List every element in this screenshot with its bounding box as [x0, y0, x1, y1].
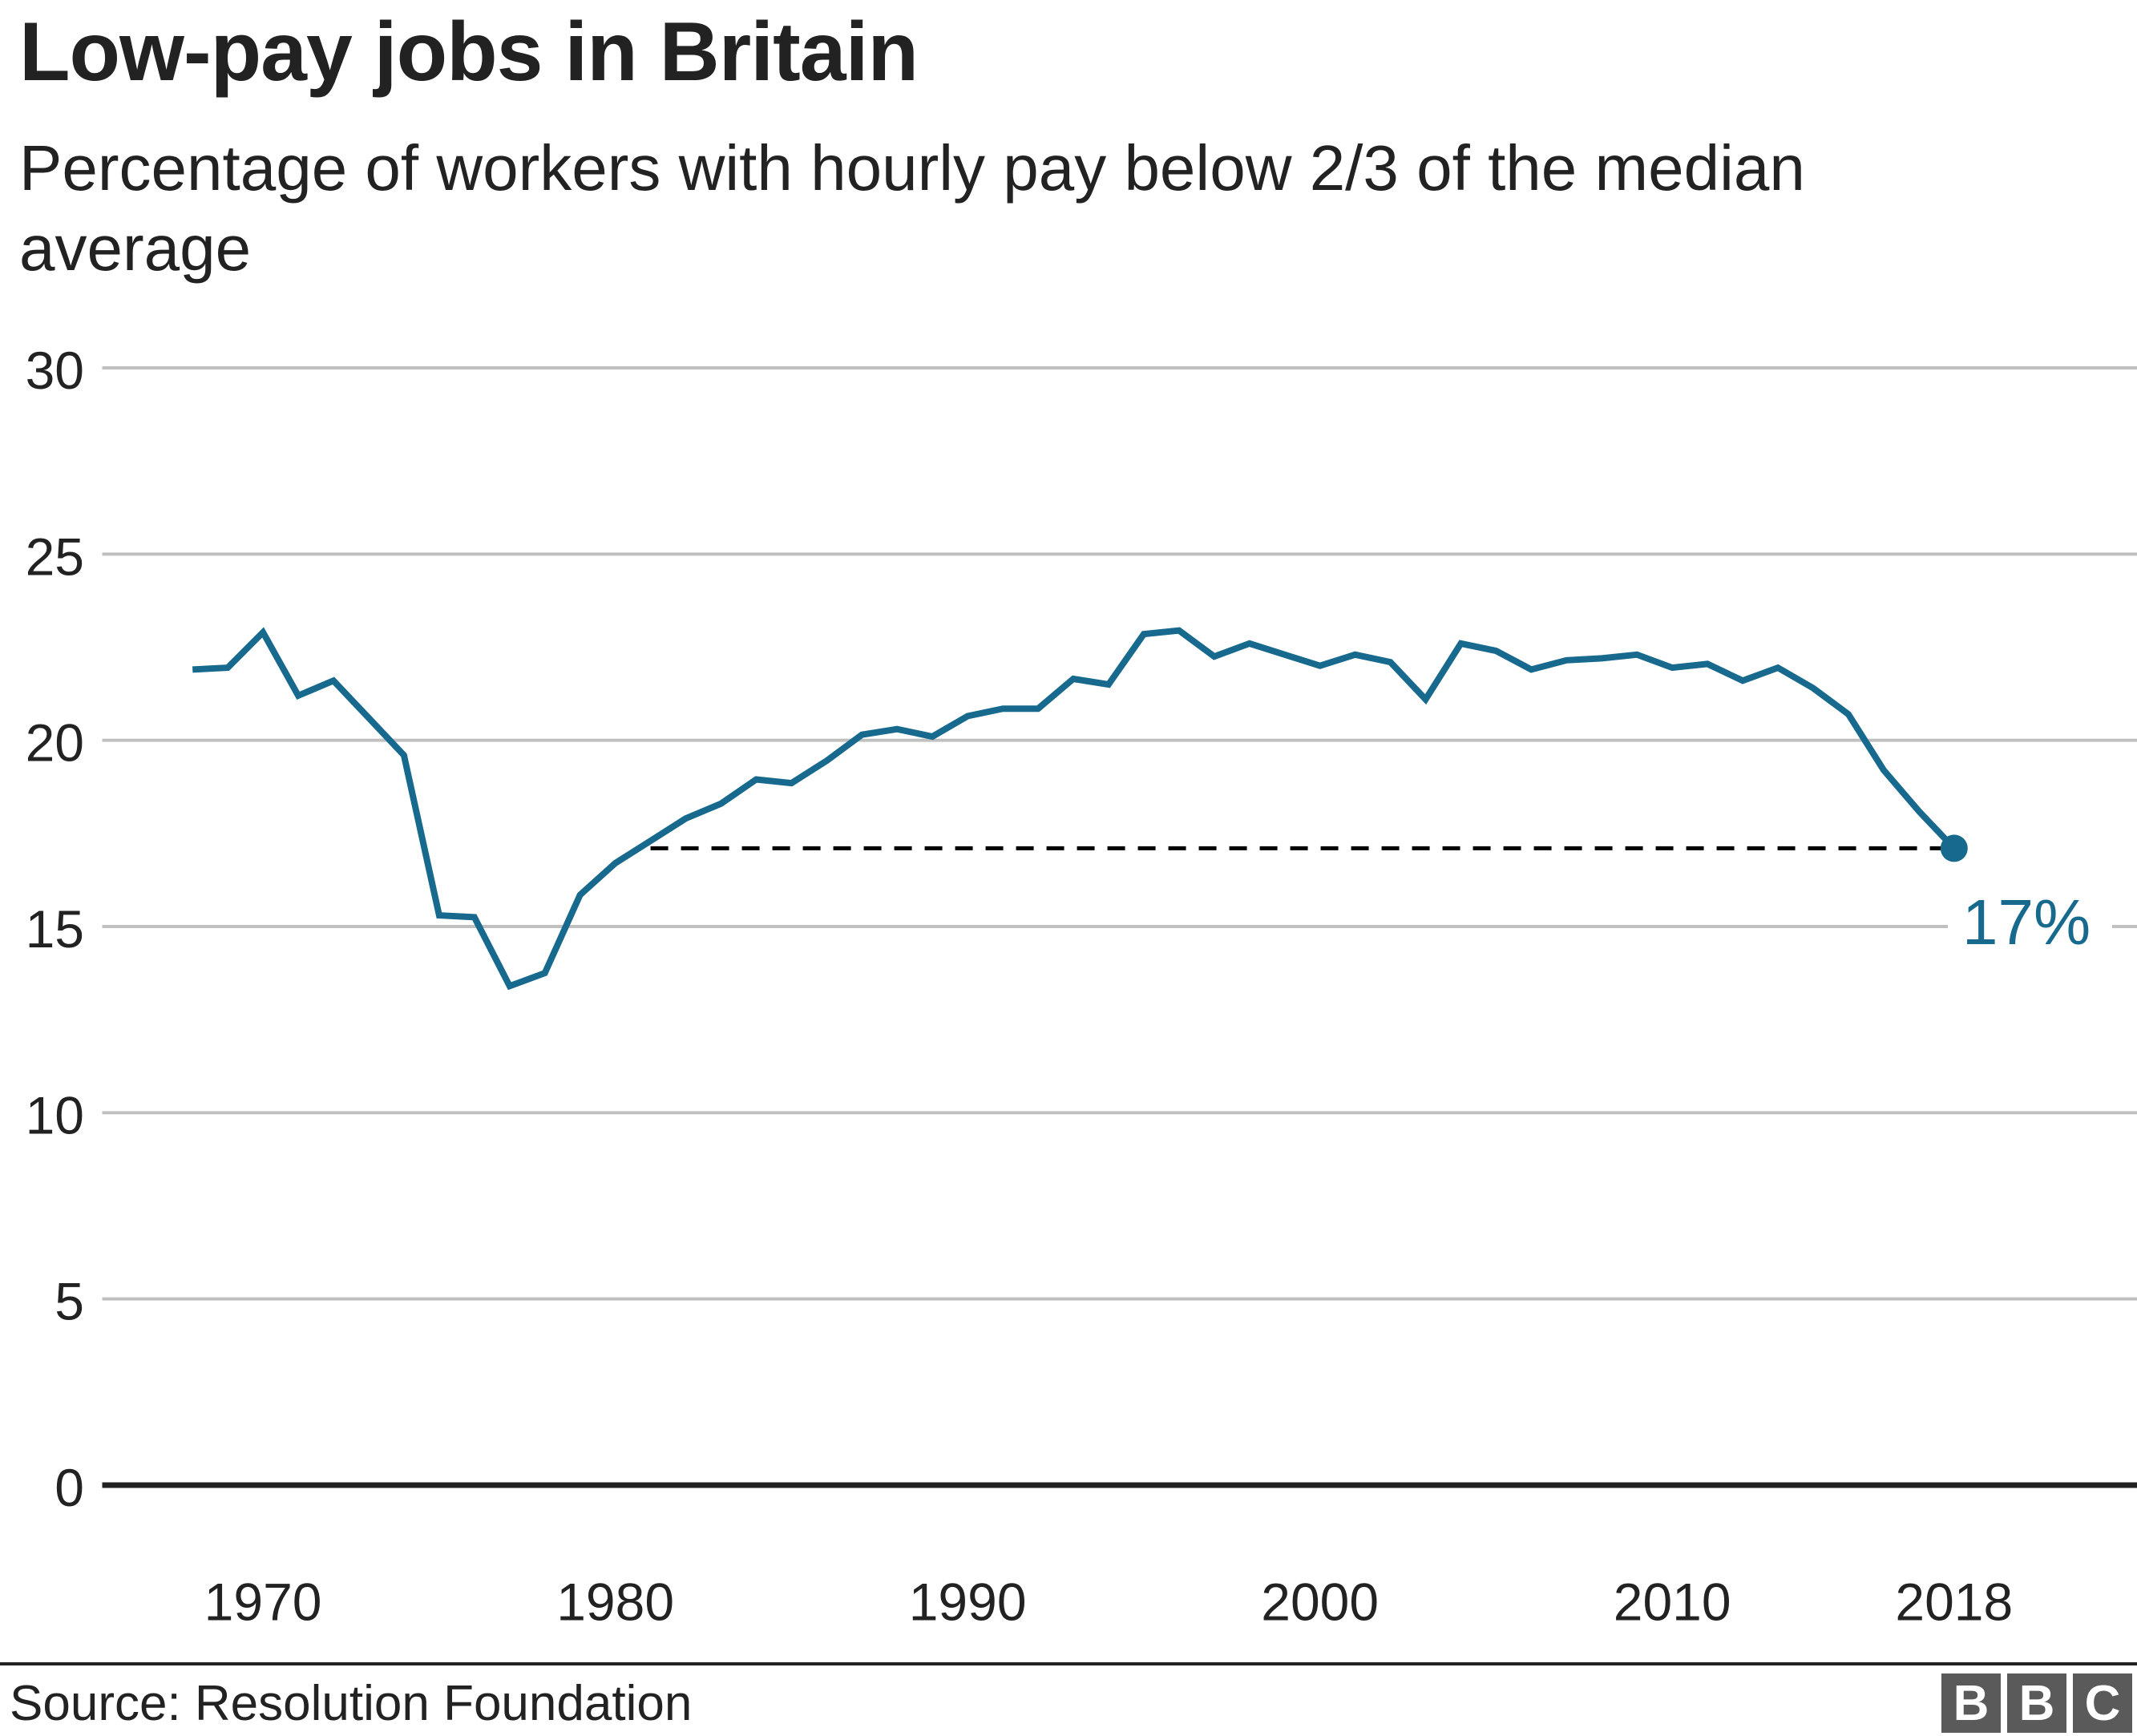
y-axis-ticks: 0 5 10 15 20 25 30 — [26, 341, 84, 1517]
bbc-logo-letter: C — [2073, 1673, 2132, 1733]
x-axis-ticks: 1970 1980 1990 2000 2010 2018 — [204, 1572, 2014, 1631]
y-tick-label: 0 — [55, 1458, 84, 1517]
x-tick-label: 2010 — [1614, 1572, 1731, 1631]
bbc-logo-letter: B — [1941, 1673, 2001, 1733]
gridlines — [102, 366, 2137, 1488]
y-tick-label: 20 — [26, 713, 84, 773]
x-tick-label: 1990 — [909, 1572, 1027, 1631]
footer-divider — [0, 1662, 2137, 1665]
x-tick-label: 2018 — [1895, 1572, 2013, 1631]
bbc-logo-letter: B — [2007, 1673, 2066, 1733]
x-tick-label: 1970 — [204, 1572, 322, 1631]
y-tick-label: 15 — [26, 899, 84, 959]
y-tick-label: 5 — [55, 1272, 84, 1331]
annotation-label-bg — [1948, 886, 2112, 967]
chart-subtitle: Percentage of workers with hourly pay be… — [19, 132, 1805, 284]
bbc-logo: B B C — [1941, 1673, 2132, 1733]
data-series-line — [192, 627, 1957, 991]
y-tick-label: 10 — [26, 1085, 84, 1145]
y-tick-label: 25 — [26, 527, 84, 586]
x-tick-label: 1980 — [556, 1572, 674, 1631]
source-text: Source: Resolution Foundation — [10, 1676, 693, 1731]
chart-title: Low-pay jobs in Britain — [19, 6, 919, 99]
y-tick-label: 30 — [26, 341, 84, 400]
end-point-marker — [1940, 834, 1968, 862]
annotation-label: 17% — [1962, 886, 2091, 958]
x-tick-label: 2000 — [1261, 1572, 1379, 1631]
